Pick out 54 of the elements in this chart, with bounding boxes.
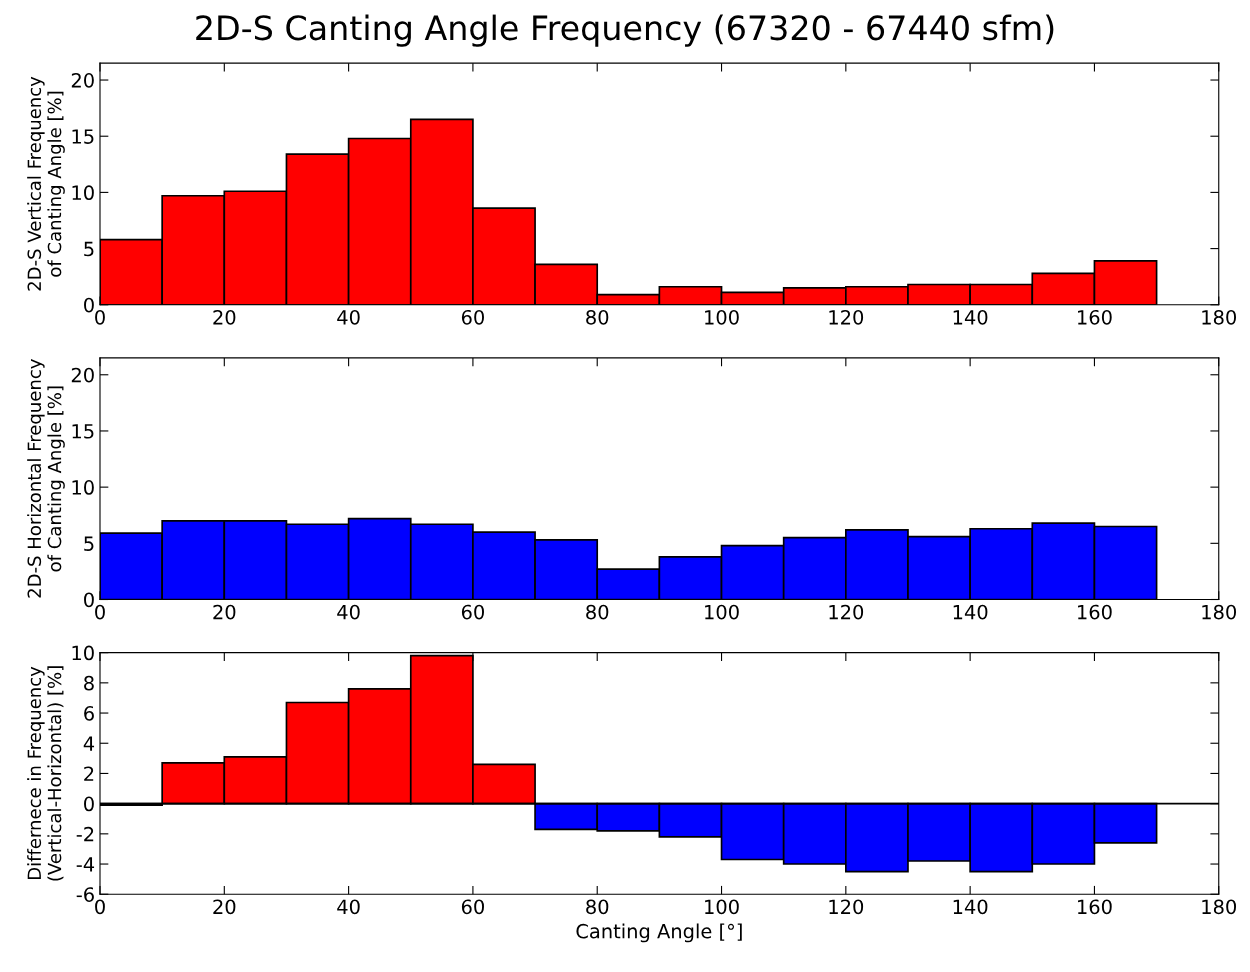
x-tick-label: 80 [586, 309, 609, 325]
y-tick-label: 10 [72, 480, 94, 495]
y-tick-label: 6 [84, 706, 94, 721]
x-tick-label: 180 [1202, 604, 1237, 620]
x-tick-label: 160 [1078, 309, 1112, 325]
chart-title: 2D-S Canting Angle Frequency (67320 - 67440 sfm) [196, 14, 1054, 47]
x-tick-label: 100 [705, 899, 739, 915]
y-tick-label: 0 [84, 796, 94, 812]
x-tick-label: 140 [953, 309, 988, 325]
y-tick-label: 15 [72, 129, 94, 144]
x-tick-label: 20 [213, 899, 236, 915]
x-tick-label: 160 [1078, 604, 1112, 620]
x-tick-label: 60 [461, 899, 484, 915]
x-tick-label: 60 [461, 604, 484, 620]
x-tick-label: 120 [829, 899, 864, 915]
y-tick-label: 15 [72, 424, 94, 439]
x-axis-title: Canting Angle [°] [576, 923, 742, 943]
y-tick-label: 0 [84, 297, 94, 313]
y-tick-label: 0 [84, 592, 94, 608]
x-tick-label: 180 [1202, 309, 1237, 325]
y-tick-label: 20 [71, 367, 94, 383]
y-tick-label: 10 [72, 185, 94, 201]
y-tick-label: -6 [76, 887, 94, 902]
x-tick-label: 40 [337, 604, 360, 620]
y-tick-label: 2 [84, 766, 94, 781]
y-axis-title: Differnece in Frequency (Vertical-Horizontal) [%] [27, 666, 64, 881]
y-tick-label: 8 [84, 675, 94, 691]
x-tick-label: 40 [337, 899, 360, 915]
y-tick-label: 20 [71, 72, 94, 88]
x-tick-label: 0 [95, 604, 105, 620]
y-tick-label: 5 [84, 241, 94, 257]
x-tick-label: 120 [829, 604, 864, 620]
x-tick-label: 0 [95, 899, 105, 915]
x-tick-label: 0 [95, 309, 105, 325]
x-tick-label: 20 [213, 309, 236, 325]
x-tick-label: 100 [705, 309, 739, 325]
x-tick-label: 140 [953, 899, 988, 915]
x-tick-label: 100 [705, 604, 739, 620]
x-tick-label: 140 [953, 604, 988, 620]
y-axis-title: 2D-S Vertical Frequency of Canting Angle [%] [27, 76, 65, 291]
x-tick-label: 160 [1078, 899, 1112, 915]
x-tick-label: 60 [461, 309, 484, 325]
x-tick-label: 20 [213, 604, 236, 620]
y-tick-label: 5 [84, 536, 94, 551]
y-tick-label: 10 [72, 645, 94, 661]
x-tick-label: 80 [586, 899, 609, 915]
y-tick-label: 4 [83, 736, 95, 751]
x-tick-label: 40 [337, 309, 360, 325]
y-tick-label: -4 [76, 857, 95, 872]
x-tick-label: 120 [829, 309, 864, 325]
x-tick-label: 80 [586, 604, 609, 620]
x-tick-label: 180 [1202, 899, 1237, 915]
y-tick-label: -2 [76, 826, 94, 842]
y-axis-title: 2D-S Horizontal Frequency of Canting Angle [%] [27, 359, 65, 598]
